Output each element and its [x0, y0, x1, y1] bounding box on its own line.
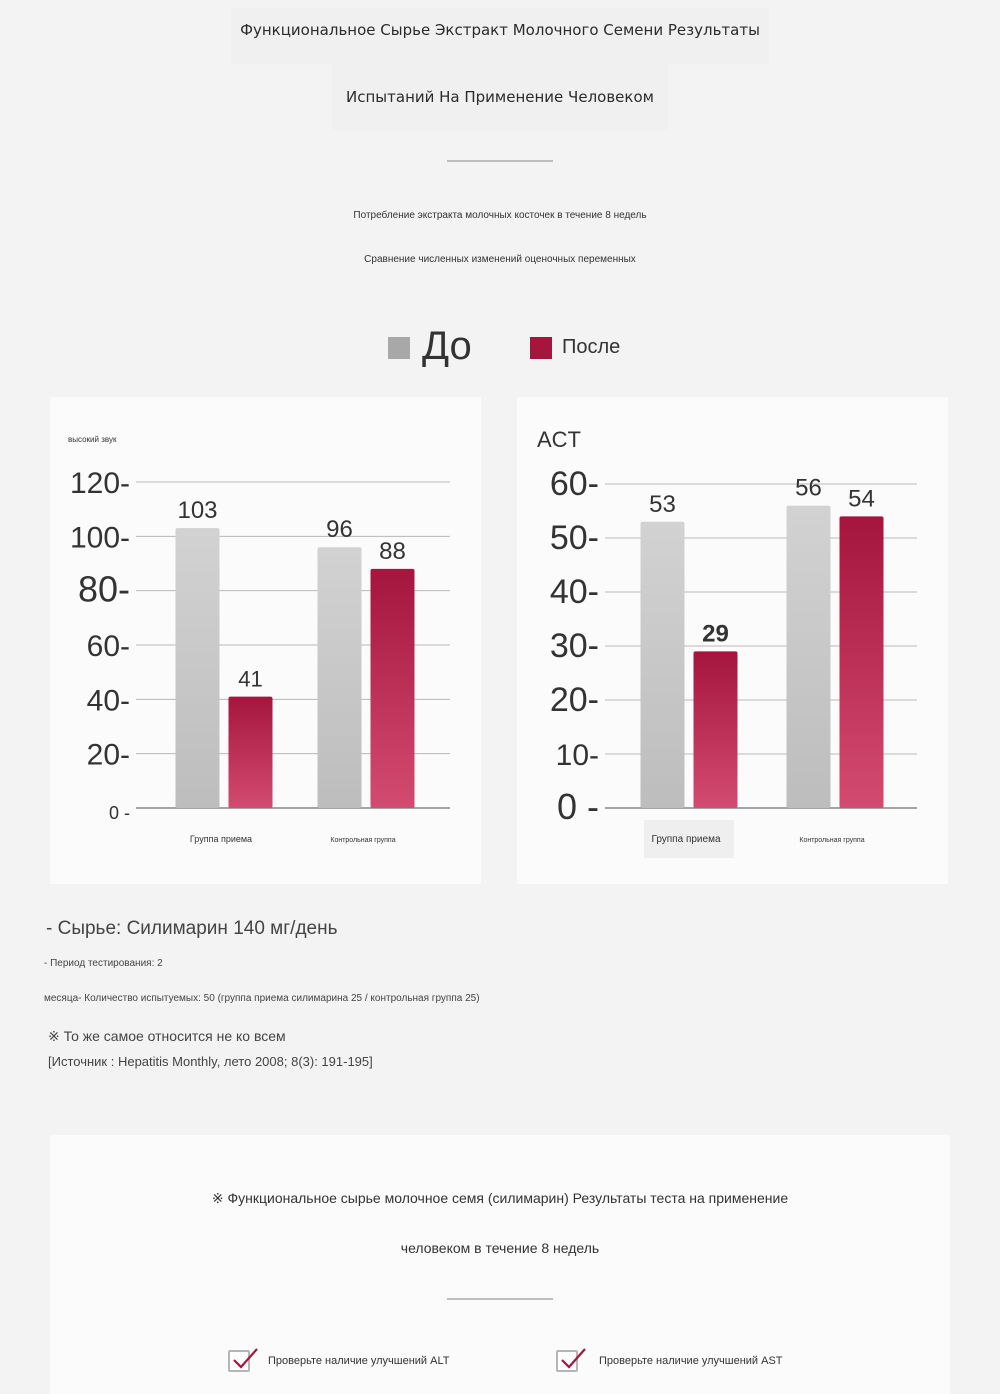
test-period-note: - Период тестирования: 2: [44, 958, 163, 969]
y-tick-label: 20-: [550, 681, 599, 719]
y-tick-label: 40-: [550, 573, 599, 611]
category-label-bg: [644, 820, 734, 858]
title-divider: [447, 160, 553, 162]
bar-after: [228, 696, 273, 808]
checkbox-icon: [228, 1348, 258, 1372]
summary-divider: [447, 1298, 553, 1300]
chart-panel-alt: высокий звук 0 - 20- 40- 60- 80- 100- 120- 103 41…: [50, 397, 481, 884]
x-category-label: Контрольная группа: [330, 837, 395, 844]
bar-value-label: 56: [795, 475, 822, 502]
y-tick-label: 0 -: [109, 803, 130, 823]
bar-before: [175, 528, 220, 808]
raw-material-note: - Сырье: Силимарин 140 мг/день: [46, 918, 338, 939]
check-ast-label: Проверьте наличие улучшений AST: [599, 1355, 783, 1367]
y-tick-label: 30-: [550, 627, 599, 665]
y-tick-label: 80-: [78, 569, 130, 610]
bar-before: [640, 521, 685, 808]
bar-value-label: 54: [848, 485, 875, 512]
bar-value-label: 103: [177, 497, 217, 524]
bar-after: [370, 568, 415, 808]
legend-label-after: После: [562, 336, 621, 358]
subtitle-consumption: Потребление экстракта молочных косточек …: [353, 210, 647, 221]
check-alt-label: Проверьте наличие улучшений ALT: [268, 1355, 450, 1367]
x-category-label: Контрольная группа: [799, 837, 864, 844]
disclaimer-note: ※ То же самое относится не ко всем: [48, 1028, 286, 1044]
source-note: [Источник : Hepatitis Monthly, лето 2008…: [48, 1054, 373, 1069]
summary-line-1: ※ Функциональное сырье молочное семя (си…: [211, 1190, 789, 1206]
subtitle-comparison: Сравнение численных изменений оценочных …: [364, 254, 636, 265]
bar-after: [693, 651, 738, 808]
bar-value-label: 53: [649, 491, 676, 518]
bar-before: [317, 547, 362, 808]
page-title-line-2: Испытаний На Применение Человеком: [332, 60, 668, 130]
bar-value-label: 96: [326, 516, 353, 543]
chart-title: ACT: [537, 427, 581, 452]
y-tick-label: 60-: [550, 465, 599, 503]
checkbox-icon: [556, 1348, 586, 1372]
bar-before: [786, 505, 831, 808]
x-category-label: Группа приема: [190, 834, 252, 844]
x-category-label: Группа приема: [651, 834, 720, 845]
bar-value-label: 41: [238, 667, 262, 692]
y-tick-label: 10-: [556, 739, 599, 772]
y-tick-label: 50-: [550, 519, 599, 557]
page-title-line-1: Функциональное Сырье Экстракт Молочного …: [231, 8, 769, 64]
bar-after: [839, 516, 884, 808]
legend-label-before: До: [422, 324, 472, 368]
chart-title: высокий звук: [68, 435, 117, 444]
chart-panel-ast: ACT 0 - 10- 20- 30- 40- 50- 60- 53 29 Группа прием…: [517, 397, 948, 884]
subjects-note: месяца- Количество испытуемых: 50 (групп…: [44, 993, 480, 1004]
y-tick-label: 20-: [87, 739, 130, 772]
chart-legend: До После: [388, 324, 648, 372]
y-tick-label: 100-: [70, 521, 130, 554]
y-tick-label: 40-: [87, 684, 130, 717]
y-tick-label: 120-: [70, 467, 130, 500]
bar-value-label: 88: [379, 538, 406, 565]
y-tick-label: 0 -: [557, 786, 599, 827]
bar-value-label: 29: [702, 620, 729, 647]
y-tick-label: 60-: [87, 630, 130, 663]
chart-alt: высокий звук 0 - 20- 40- 60- 80- 100- 120- 103 41…: [68, 435, 450, 844]
chart-ast: ACT 0 - 10- 20- 30- 40- 50- 60- 53 29 Группа прием…: [537, 427, 917, 858]
summary-line-2: человеком в течение 8 недель: [400, 1240, 600, 1256]
legend-swatch-after: [530, 337, 552, 359]
legend-swatch-before: [388, 337, 410, 359]
summary-card: ※ Функциональное сырье молочное семя (си…: [50, 1135, 950, 1394]
